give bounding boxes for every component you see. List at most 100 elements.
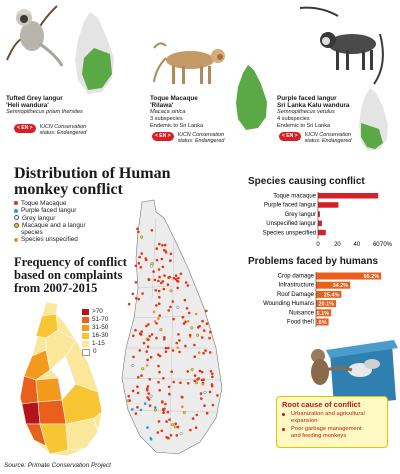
- conflict-dot: [176, 280, 180, 283]
- bar: [316, 290, 342, 298]
- conflict-dot: [148, 378, 152, 381]
- conflict-dot: [204, 349, 207, 352]
- conflict-dot: [161, 265, 165, 269]
- conflict-dot: [196, 326, 200, 329]
- scale-item: >70: [82, 308, 108, 316]
- conflict-dot: [188, 333, 192, 337]
- conflict-dot: [181, 315, 185, 319]
- conflict-dot: [139, 266, 143, 269]
- bar: [318, 220, 322, 227]
- iucn-status-line1: IUCN Conservation: [177, 132, 225, 138]
- conflict-dot: [163, 407, 166, 411]
- conflict-dot: [145, 364, 149, 367]
- conflict-dot: [183, 298, 187, 302]
- conflict-dot: [209, 370, 213, 373]
- conflict-dot: [194, 312, 198, 316]
- conflict-dot: [143, 402, 147, 405]
- conflict-dot: [137, 376, 140, 379]
- data-label: 34.2%: [333, 283, 349, 289]
- conflict-dot: [155, 304, 158, 307]
- conflict-dot: [191, 417, 195, 420]
- conflict-dot: [182, 410, 186, 414]
- legend-item: Purple faced langur: [14, 207, 86, 214]
- conflict-dot: [193, 379, 196, 383]
- species-chart-title: Species causing conflict: [248, 176, 365, 187]
- conflict-dot: [149, 394, 153, 398]
- conflict-dot: [167, 346, 170, 350]
- conflict-dot: [199, 392, 203, 395]
- bar: [316, 300, 337, 308]
- conflict-dot: [176, 346, 179, 349]
- conflict-dot: [161, 244, 164, 247]
- distribution-legend: Toque Macaque Purple faced langur Grey l…: [14, 200, 86, 244]
- conflict-dot: [169, 305, 172, 309]
- category-label: Species unspecified: [263, 230, 316, 236]
- scale-item: 1-15: [82, 340, 108, 348]
- conflict-dot: [153, 278, 157, 282]
- conflict-dot: [164, 346, 168, 350]
- conflict-dot: [155, 336, 158, 340]
- conflict-dot: [131, 408, 134, 411]
- endangered-badge: < EN >: [279, 132, 301, 141]
- bar: [316, 318, 329, 326]
- conflict-dot: [147, 338, 150, 341]
- scale-item: 16-30: [82, 332, 108, 340]
- conflict-dot: [140, 330, 143, 333]
- conflict-dot: [186, 320, 190, 323]
- conflict-dot: [171, 300, 175, 303]
- conflict-dot: [134, 281, 138, 284]
- category-label: Toque macaque: [273, 194, 316, 200]
- conflict-dot: [159, 328, 163, 332]
- species-conflict-bar-chart: Toque macaque Purple faced langur Grey lan…: [263, 192, 393, 248]
- conflict-dot: [169, 259, 172, 262]
- conflict-dot: [161, 401, 164, 404]
- root-cause-box: Root cause of conflict Urbanization and …: [276, 396, 388, 448]
- tick-label: 0: [316, 242, 320, 248]
- conflict-dot: [159, 281, 163, 285]
- root-cause-item: Poor garbage management and feeding monk…: [282, 426, 387, 439]
- conflict-dot: [170, 370, 173, 373]
- conflict-dot: [132, 334, 135, 338]
- problems-chart-title: Problems faced by humans: [248, 256, 379, 267]
- species-local-name: 'Rilawa': [150, 102, 174, 110]
- conflict-dot: [171, 423, 175, 427]
- conflict-dot: [152, 270, 155, 273]
- conflict-dot: [175, 434, 179, 437]
- frequency-title-line: from 2007-2015: [14, 281, 98, 295]
- conflict-dot: [198, 369, 202, 373]
- species-scientific-name: Macaca sinica: [150, 109, 186, 116]
- bar: [318, 229, 326, 236]
- conflict-dot: [162, 287, 166, 291]
- conflict-dot: [208, 351, 212, 354]
- conflict-dot: [163, 243, 167, 247]
- conflict-dot: [155, 258, 159, 262]
- conflict-dot: [165, 420, 168, 423]
- conflict-dot: [167, 385, 171, 389]
- tick-label: 60: [373, 242, 380, 248]
- conflict-dot: [132, 355, 135, 359]
- root-cause-item: Urbanization and agricultural expansion: [282, 411, 387, 424]
- frequency-scale: >70 51-70 31-50 16-30 1-15 0: [82, 308, 108, 356]
- conflict-dot: [140, 252, 144, 255]
- data-label: 65.2%: [364, 274, 380, 280]
- conflict-dot: [163, 274, 166, 277]
- conflict-dot: [160, 257, 164, 261]
- conflict-dot: [149, 355, 153, 359]
- conflict-dot: [157, 317, 160, 320]
- conflict-dot: [176, 305, 180, 309]
- conflict-dot: [200, 336, 204, 339]
- conflict-dot: [158, 242, 161, 246]
- conflict-dot: [146, 396, 149, 399]
- conflict-dot: [165, 436, 168, 439]
- conflict-dot: [139, 333, 143, 336]
- conflict-dot: [193, 355, 197, 358]
- conflict-dot: [184, 281, 188, 284]
- conflict-dot: [141, 292, 144, 295]
- conflict-dot: [158, 370, 161, 374]
- conflict-dot: [147, 398, 151, 401]
- conflict-dot: [216, 394, 219, 397]
- conflict-dot: [147, 278, 151, 282]
- conflict-dot: [162, 337, 166, 341]
- conflict-dot: [202, 378, 205, 381]
- conflict-dot: [147, 323, 150, 326]
